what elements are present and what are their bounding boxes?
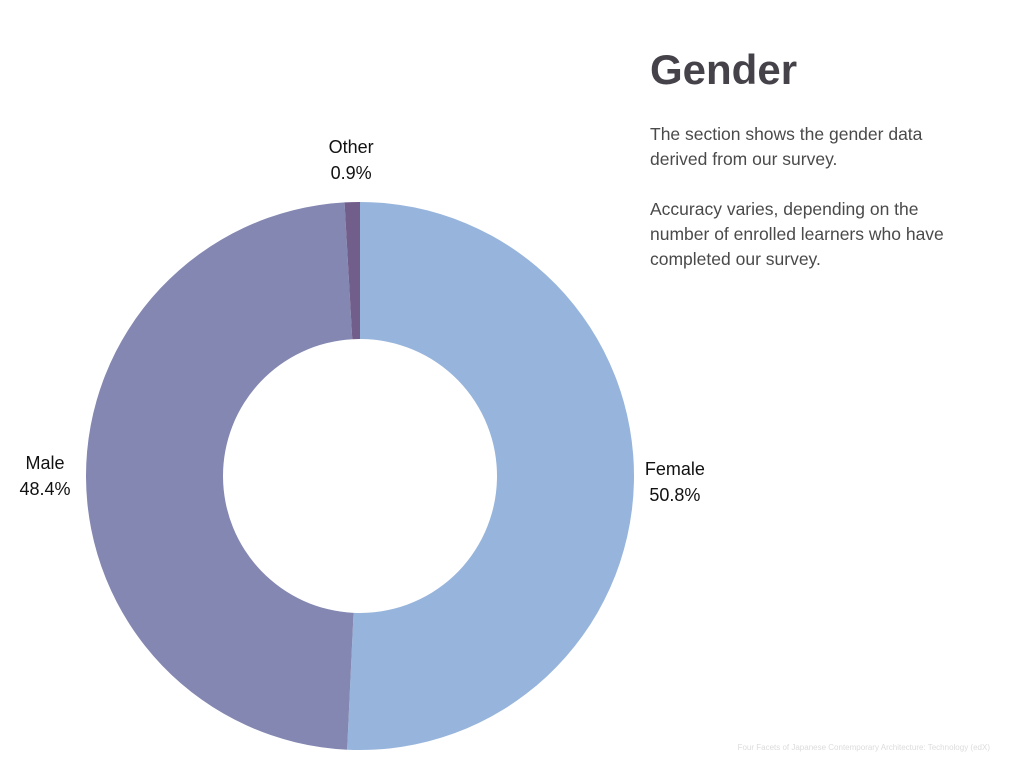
slice-value-label: 0.9% (331, 163, 372, 183)
slice-label: Female (645, 459, 705, 479)
description: The section shows the gender data derive… (650, 124, 923, 169)
donut-slice (347, 202, 635, 750)
footer: Four Facets of Japanese Contemporary Arc… (737, 743, 990, 752)
slice-value-label: 50.8% (649, 485, 700, 505)
slice-label: Other (329, 137, 374, 157)
donut-slice (85, 202, 354, 750)
slice-value-label: 48.4% (19, 479, 70, 499)
chart-title: Gender (650, 46, 798, 93)
donut-slice (344, 202, 360, 340)
description: Accuracy varies, depending on the number… (650, 199, 944, 269)
slice-label: Male (25, 453, 64, 473)
